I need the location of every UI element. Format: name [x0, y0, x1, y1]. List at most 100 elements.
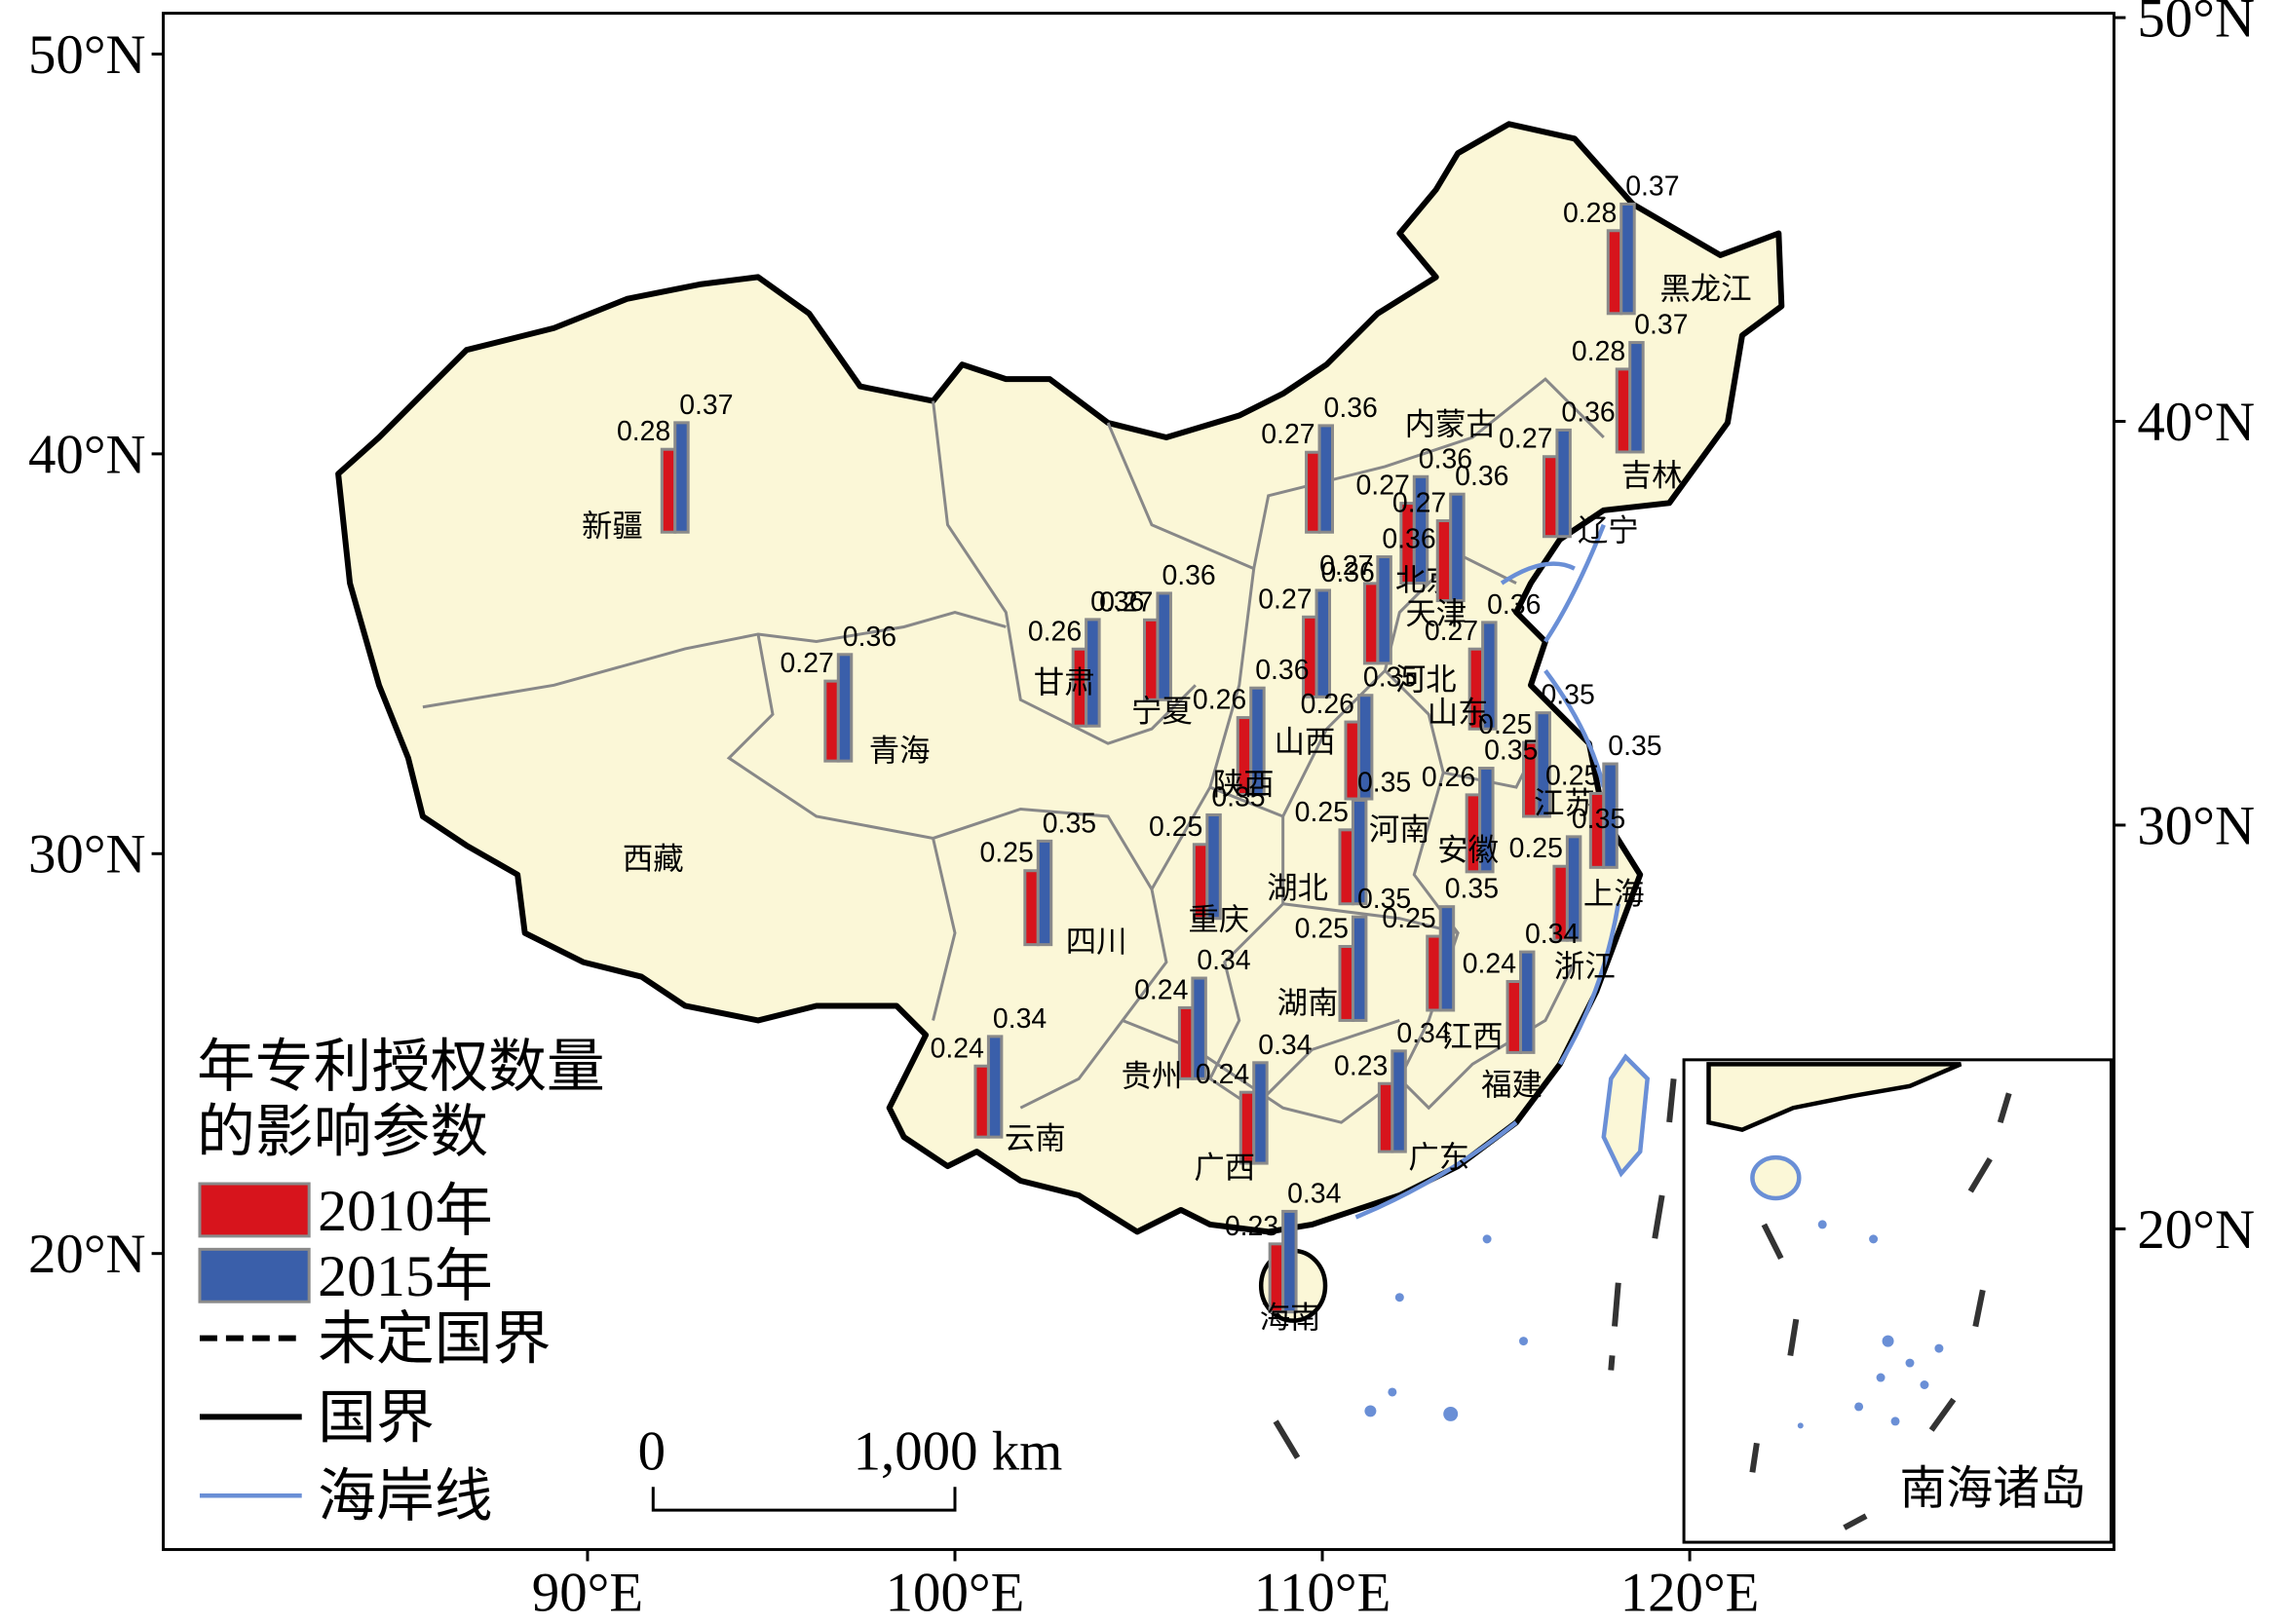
province-name: 甘肃	[1034, 665, 1095, 699]
province-bar-group: 0.25 0.35 浙江	[1509, 804, 1626, 984]
province-name: 安徽	[1437, 833, 1499, 867]
bar-value-label: 0.36	[1321, 557, 1375, 588]
bar-value-label: 0.34	[1287, 1178, 1341, 1209]
province-bar-group: 0.25 0.35 四川	[979, 808, 1126, 959]
inset-hainan	[1750, 1154, 1802, 1201]
bar-value-label: 0.25	[1545, 760, 1599, 791]
bar-value-label: 0.35	[1363, 662, 1417, 694]
province-name: 陕西	[1213, 768, 1275, 802]
lat-tick-label: 30°N	[2137, 795, 2255, 856]
bar-value-label: 0.25	[1509, 833, 1563, 864]
bar-value-label: 0.23	[1225, 1211, 1278, 1242]
bar-value-label: 0.34	[1258, 1030, 1312, 1061]
lon-tick-label: 120°E	[1620, 1562, 1760, 1623]
scale-bar-line	[651, 1487, 957, 1512]
bar-value-label: 0.28	[1572, 336, 1625, 367]
province-bar-group: 0.25 0.35 湖南	[1277, 884, 1411, 1022]
bar	[1412, 474, 1429, 585]
province-bar-group: 0.26 0.35 河南	[1301, 662, 1430, 847]
bar-value-label: 0.35	[1608, 731, 1661, 762]
bar	[1376, 555, 1392, 665]
bar-value-label: 0.27	[1425, 616, 1478, 647]
lat-tick-label: 50°N	[28, 24, 146, 86]
lat-tick-label: 30°N	[28, 824, 146, 886]
bar-value-label: 0.34	[1396, 1018, 1450, 1049]
bar-value-label: 0.25	[1478, 709, 1532, 740]
bar-value-label: 0.26	[1301, 689, 1354, 720]
bar	[1023, 869, 1040, 947]
bar-value-label: 0.36	[1162, 560, 1215, 591]
bar-value-label: 0.36	[843, 622, 896, 653]
bar-value-label: 0.25	[1295, 914, 1349, 945]
bar	[673, 421, 690, 534]
bar-value-label: 0.24	[931, 1033, 984, 1064]
bar	[1338, 828, 1354, 906]
bar-value-label: 0.25	[1295, 797, 1349, 828]
lon-tick-label: 110°E	[1254, 1562, 1391, 1623]
bar-value-label: 0.28	[1563, 198, 1617, 229]
inset-title: 南海诸岛	[1900, 1463, 2086, 1515]
legend-swatch	[198, 1247, 311, 1303]
legend-title: 年专利授权数量	[197, 1035, 605, 1099]
province-name: 浙江	[1554, 950, 1616, 984]
coastline	[1354, 523, 1620, 1220]
bar	[1085, 618, 1101, 728]
province-name: 重庆	[1188, 903, 1249, 937]
bar	[1377, 1081, 1394, 1153]
bar	[1519, 950, 1536, 1054]
province-bar-group: 0.27 0.36 山西	[1258, 557, 1375, 759]
bar-value-label: 0.27	[1099, 586, 1153, 618]
province-name: 青海	[869, 734, 931, 768]
province-name: 天津	[1405, 596, 1467, 630]
legend-label: 海岸线	[318, 1464, 492, 1529]
province-name: 新疆	[582, 510, 643, 544]
bar	[1426, 934, 1442, 1012]
province-name: 宁夏	[1131, 695, 1193, 729]
bar	[1542, 455, 1559, 539]
province-bar-group: 0.250.35 江苏	[1478, 680, 1595, 820]
province-bar-group: 0.23 0.34 海南	[1225, 1178, 1342, 1335]
bar-value-label: 0.35	[1484, 736, 1538, 767]
bar-value-label: 0.34	[1525, 919, 1579, 950]
province-name: 山西	[1275, 725, 1336, 759]
province-name: 云南	[1005, 1121, 1066, 1155]
province-bar-group: 0.25 0.35 江西	[1382, 874, 1503, 1054]
province-bar-group: 0.27 0.36 辽宁	[1499, 397, 1639, 548]
bar-value-label: 0.34	[1197, 945, 1250, 976]
inset-islands	[1797, 1220, 1944, 1429]
province-name: 江苏	[1534, 786, 1595, 820]
bar	[1602, 762, 1619, 869]
bar-value-label: 0.24	[1463, 948, 1516, 979]
bar	[1351, 798, 1368, 906]
bar-value-label: 0.25	[1382, 903, 1435, 934]
province-name: 四川	[1066, 925, 1127, 959]
bar-value-label: 0.37	[679, 390, 733, 421]
bar-value-label: 0.35	[1357, 884, 1411, 915]
lat-tick-label: 20°N	[28, 1224, 146, 1285]
bar	[1391, 1049, 1407, 1153]
province-name: 江西	[1442, 1019, 1504, 1053]
bar-value-label: 0.26	[1422, 762, 1475, 793]
bar-value-label: 0.37	[1634, 310, 1688, 341]
bar-value-label: 0.36	[1255, 655, 1309, 686]
bar	[1619, 202, 1636, 316]
bar	[1435, 519, 1453, 603]
bar-value-label: 0.35	[1043, 808, 1096, 839]
bar-value-label: 0.25	[1149, 812, 1202, 843]
bar	[1252, 1061, 1269, 1165]
bar	[1191, 976, 1207, 1080]
bar-value-label: 0.27	[781, 648, 834, 679]
bar	[660, 447, 677, 534]
undetermined-border	[1273, 1078, 1677, 1459]
inset-nine-dash	[1749, 1092, 2012, 1530]
province-name: 贵州	[1122, 1059, 1183, 1093]
bar-value-label: 0.23	[1334, 1050, 1388, 1081]
province-name: 福建	[1481, 1068, 1543, 1102]
province-name: 湖南	[1277, 986, 1339, 1020]
bar	[1449, 492, 1466, 603]
